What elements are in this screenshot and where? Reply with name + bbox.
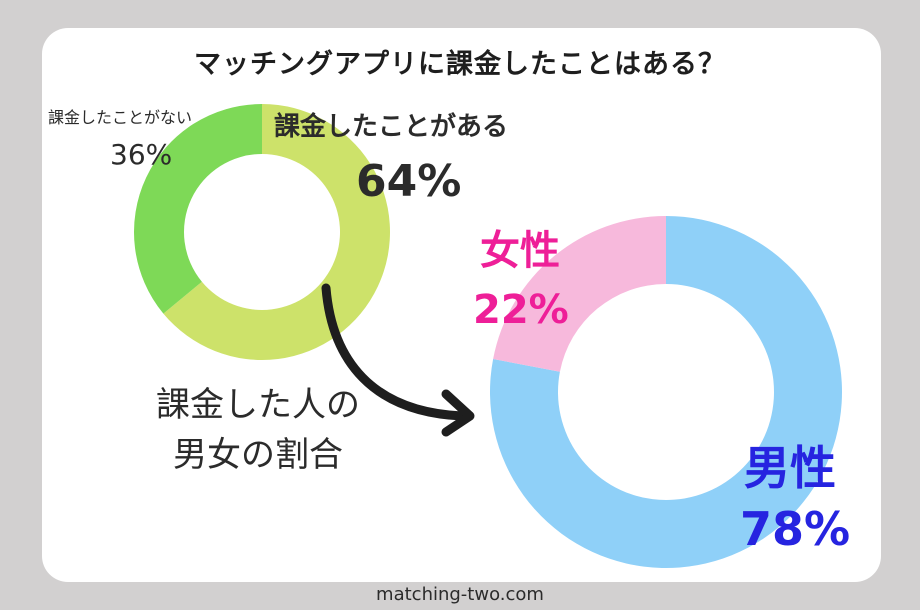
slice-label-male: 男性 (744, 441, 836, 495)
slice-billed (163, 104, 391, 360)
slice-value-male: 78% (740, 502, 851, 556)
arrow-caption: 課金した人の 男女の割合 (138, 380, 378, 480)
arrowhead-icon (441, 389, 475, 437)
donut-gender (489, 216, 842, 568)
donut-billing (133, 104, 391, 360)
slice-label-female: 女性 (480, 228, 560, 274)
slice-male (489, 216, 842, 568)
footer-url: matching-two.com (376, 584, 544, 605)
slice-value-female: 22% (473, 287, 569, 333)
slice-not-billed (133, 104, 262, 314)
slice-female (493, 216, 666, 372)
arrow-caption-line2: 男女の割合 (173, 435, 343, 475)
slice-value-billed: 64% (356, 156, 462, 207)
slice-label-not-billed: 課金したことがない (48, 108, 193, 127)
slice-label-billed: 課金したことがある (274, 112, 509, 142)
slice-value-not-billed: 36% (110, 138, 173, 171)
arrow-icon (321, 283, 467, 421)
arrow-caption-line1: 課金した人の (156, 385, 360, 425)
chart-title: マッチングアプリに課金したことはある？ (194, 49, 726, 80)
